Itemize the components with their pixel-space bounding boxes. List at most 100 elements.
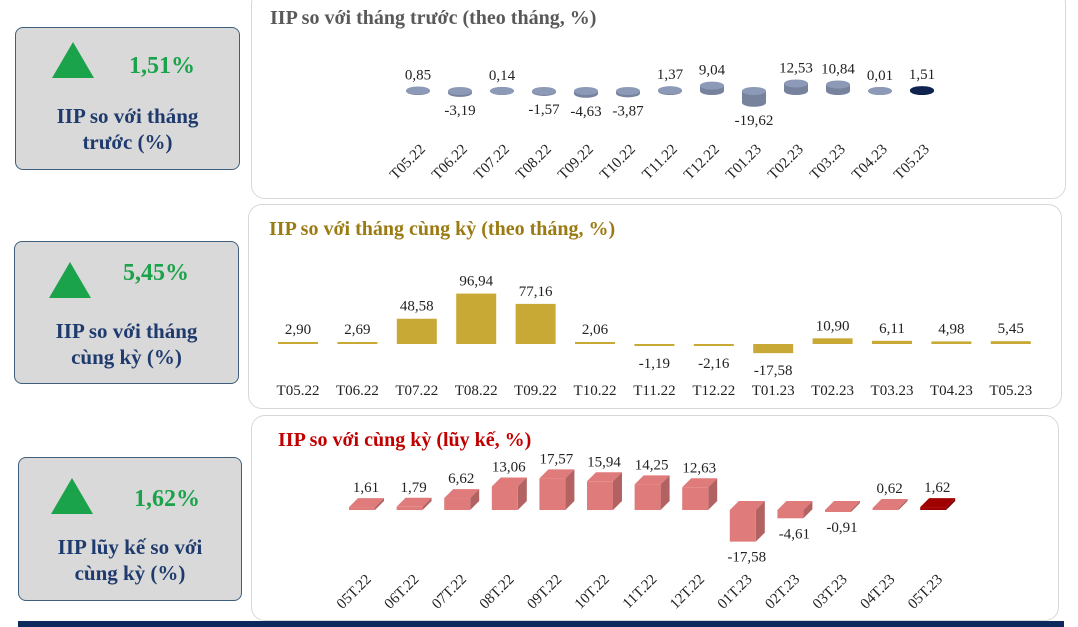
- bar-top: [700, 81, 724, 90]
- triangle-up-icon: [52, 42, 94, 78]
- x-tick-label: T05.22: [277, 383, 320, 399]
- bar-12T.22: [682, 478, 718, 510]
- data-label: 0,85: [405, 67, 431, 83]
- x-tick-label: T08.22: [513, 142, 555, 184]
- bar-side: [755, 501, 765, 542]
- x-tick-label: 11T.22: [620, 572, 660, 612]
- bar-side: [613, 472, 622, 510]
- bar-T06.22: [448, 87, 472, 97]
- bar-T01.23: [742, 87, 766, 107]
- data-label: 96,94: [459, 274, 493, 290]
- bar-top: [532, 87, 556, 95]
- kpi-card-mom: 1,51% IIP so với tháng trước (%): [15, 27, 240, 170]
- bar-top: [920, 498, 956, 508]
- bar-T07.22: [490, 86, 514, 95]
- data-label: 15,94: [587, 454, 621, 470]
- bar-T03.23: [826, 80, 850, 95]
- x-tick-label: T10.22: [597, 142, 639, 184]
- bar-side: [946, 498, 956, 510]
- x-tick-label: T09.22: [555, 142, 597, 184]
- bar-top: [682, 478, 718, 488]
- bar-T10.22: [616, 87, 640, 98]
- bar-front: [634, 484, 661, 510]
- kpi-label: IIP so với tháng trước (%): [56, 104, 199, 154]
- data-label: 10,84: [821, 61, 855, 77]
- chart-panel-cumulative: IIP so với cùng kỳ (lũy kế, %): [251, 415, 1059, 621]
- bar-top: [539, 469, 575, 479]
- bar-front: [396, 506, 423, 510]
- x-tick-label: 12T.22: [667, 572, 708, 613]
- bar-top: [634, 475, 670, 485]
- bar-top: [490, 86, 514, 95]
- bar-T09.22: [515, 303, 556, 344]
- data-label: -0,91: [826, 520, 857, 536]
- x-tick-label: T10.22: [574, 383, 617, 399]
- data-label: 12,53: [779, 60, 813, 76]
- x-tick-label: 02T.23: [762, 572, 803, 613]
- data-label: -1,57: [528, 102, 560, 118]
- kpi-label: IIP so với tháng cùng kỳ (%): [55, 319, 198, 369]
- x-tick-label: T07.22: [395, 383, 438, 399]
- bar-side: [375, 498, 384, 510]
- bar-T03.23: [872, 340, 912, 344]
- data-label: -3,19: [444, 103, 475, 119]
- bar-top: [826, 80, 850, 89]
- bar-top: [784, 79, 808, 88]
- bar-T01.23: [753, 344, 794, 354]
- bar-T05.22: [278, 342, 318, 344]
- bar-bottom: [826, 87, 850, 95]
- bar-T04.23: [931, 341, 972, 344]
- data-label: 6,11: [879, 321, 905, 337]
- data-label: 1,62: [924, 480, 950, 496]
- bar-front: [682, 487, 709, 510]
- bar-11T.22: [634, 475, 670, 510]
- bar-bottom: [784, 87, 808, 95]
- x-tick-label: 05T.22: [334, 572, 375, 613]
- x-tick-label: T07.22: [471, 142, 513, 184]
- data-label: 2,90: [285, 322, 311, 338]
- bar-08T.22: [491, 477, 527, 510]
- triangle-up-icon: [51, 478, 93, 514]
- data-label: 12,63: [682, 460, 716, 476]
- bar-front: [539, 478, 566, 510]
- bar-side: [851, 501, 860, 512]
- x-tick-label: 09T.22: [524, 572, 565, 613]
- bar-05T.23: [920, 498, 956, 510]
- bar-top: [406, 86, 430, 95]
- data-label: 9,04: [699, 63, 726, 79]
- x-tick-label: T05.23: [989, 383, 1032, 399]
- bar-02T.23: [777, 501, 813, 519]
- data-label: -19,62: [735, 113, 774, 129]
- data-label: 1,51: [909, 67, 935, 83]
- bar-T05.22: [406, 86, 430, 95]
- data-label: 77,16: [519, 284, 553, 300]
- bar-top: [777, 501, 813, 510]
- x-tick-label: T02.23: [811, 383, 854, 399]
- data-label: 1,61: [353, 480, 379, 496]
- bar-top: [729, 501, 765, 510]
- data-label: 2,69: [344, 322, 370, 338]
- data-label: 6,62: [448, 471, 474, 487]
- x-tick-label: 04T.23: [858, 572, 899, 613]
- bar-T12.22: [700, 81, 724, 95]
- x-tick-label: T11.22: [633, 383, 675, 399]
- x-tick-label: 06T.22: [382, 572, 423, 613]
- bar-T06.22: [337, 342, 378, 344]
- bar-top: [872, 499, 908, 508]
- bar-T11.22: [634, 344, 675, 346]
- chart-panel-mom: IIP so với tháng trước (theo tháng, %): [251, 0, 1066, 199]
- data-label: 1,79: [400, 480, 426, 496]
- data-label: -4,63: [570, 104, 601, 120]
- bar-front: [444, 498, 471, 510]
- x-tick-label: 01T.23: [715, 572, 756, 613]
- x-tick-label: 03T.23: [810, 572, 851, 613]
- x-tick-label: T04.23: [930, 383, 973, 399]
- bar-07T.22: [444, 489, 480, 510]
- bar-top: [587, 472, 622, 482]
- x-tick-label: T06.22: [336, 383, 379, 399]
- kpi-card-cumulative: 1,62% IIP lũy kế so với cùng kỳ (%): [18, 457, 242, 601]
- x-tick-label: 08T.22: [477, 572, 518, 613]
- data-label: -17,58: [727, 550, 766, 566]
- x-tick-label: T12.22: [681, 142, 723, 184]
- bar-front: [729, 510, 756, 542]
